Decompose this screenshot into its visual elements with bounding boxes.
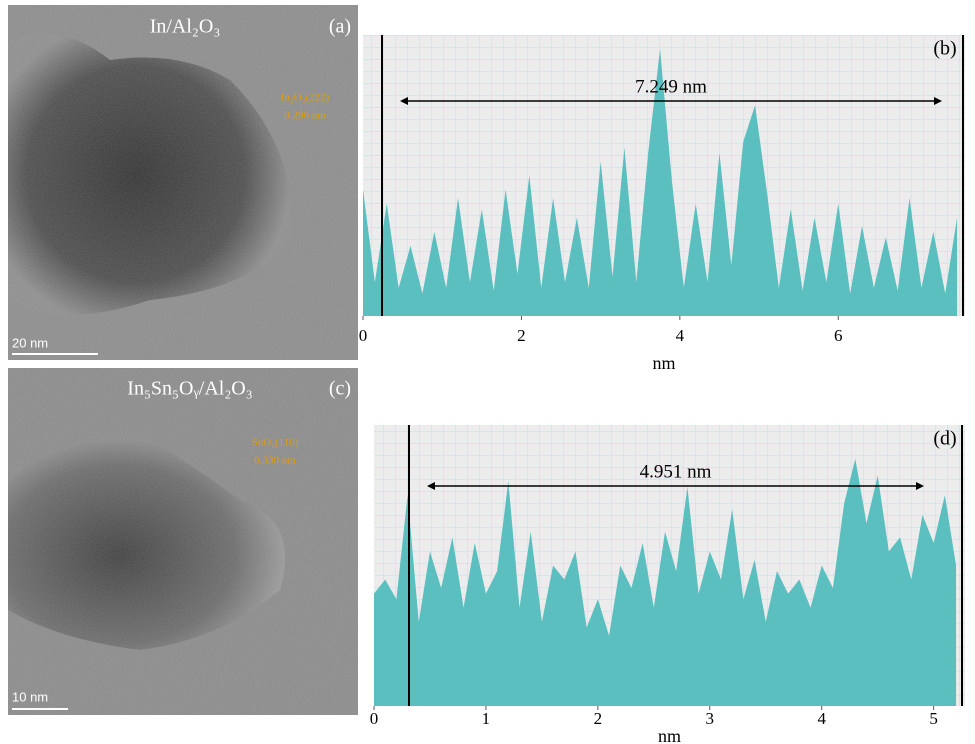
x-axis-label: nm xyxy=(658,726,681,744)
x-axis-label: nm xyxy=(652,353,675,373)
annotation: 0.290 nm xyxy=(284,110,326,122)
x-tick-label: 4 xyxy=(817,709,826,728)
x-tick-label: 3 xyxy=(706,709,715,728)
panel-label: (b) xyxy=(933,38,956,60)
annotation: 0.330 nm xyxy=(254,455,296,467)
annotation: SnO₂(110) xyxy=(252,437,299,449)
x-tick-label: 1 xyxy=(482,709,491,728)
x-tick-label: 6 xyxy=(834,326,843,345)
x-tick-label: 0 xyxy=(359,326,368,345)
annotation: In₂O₃(222) xyxy=(281,92,330,104)
measure-label: 7.249 nm xyxy=(635,76,707,97)
profile-area xyxy=(374,458,957,706)
x-tick-label: 2 xyxy=(517,326,526,345)
tem-image-c xyxy=(8,368,358,715)
panel-title: In₅Sn₅Oᵧ/Al₂O₃ xyxy=(127,378,252,400)
x-tick-label: 4 xyxy=(676,326,685,345)
panel-label: (c) xyxy=(329,378,351,400)
scale-bar-label: 20 nm xyxy=(12,335,48,350)
measure-label: 4.951 nm xyxy=(640,461,712,482)
x-tick-label: 2 xyxy=(594,709,603,728)
tem-image-a xyxy=(8,5,358,360)
panel-label: (a) xyxy=(329,16,351,38)
panel-title: In/Al₂O₃ xyxy=(150,16,221,38)
panel-label: (d) xyxy=(933,428,956,450)
x-tick-label: 5 xyxy=(929,709,938,728)
scale-bar-label: 10 nm xyxy=(12,689,48,704)
profile-area xyxy=(363,49,958,317)
x-tick-label: 0 xyxy=(370,709,379,728)
